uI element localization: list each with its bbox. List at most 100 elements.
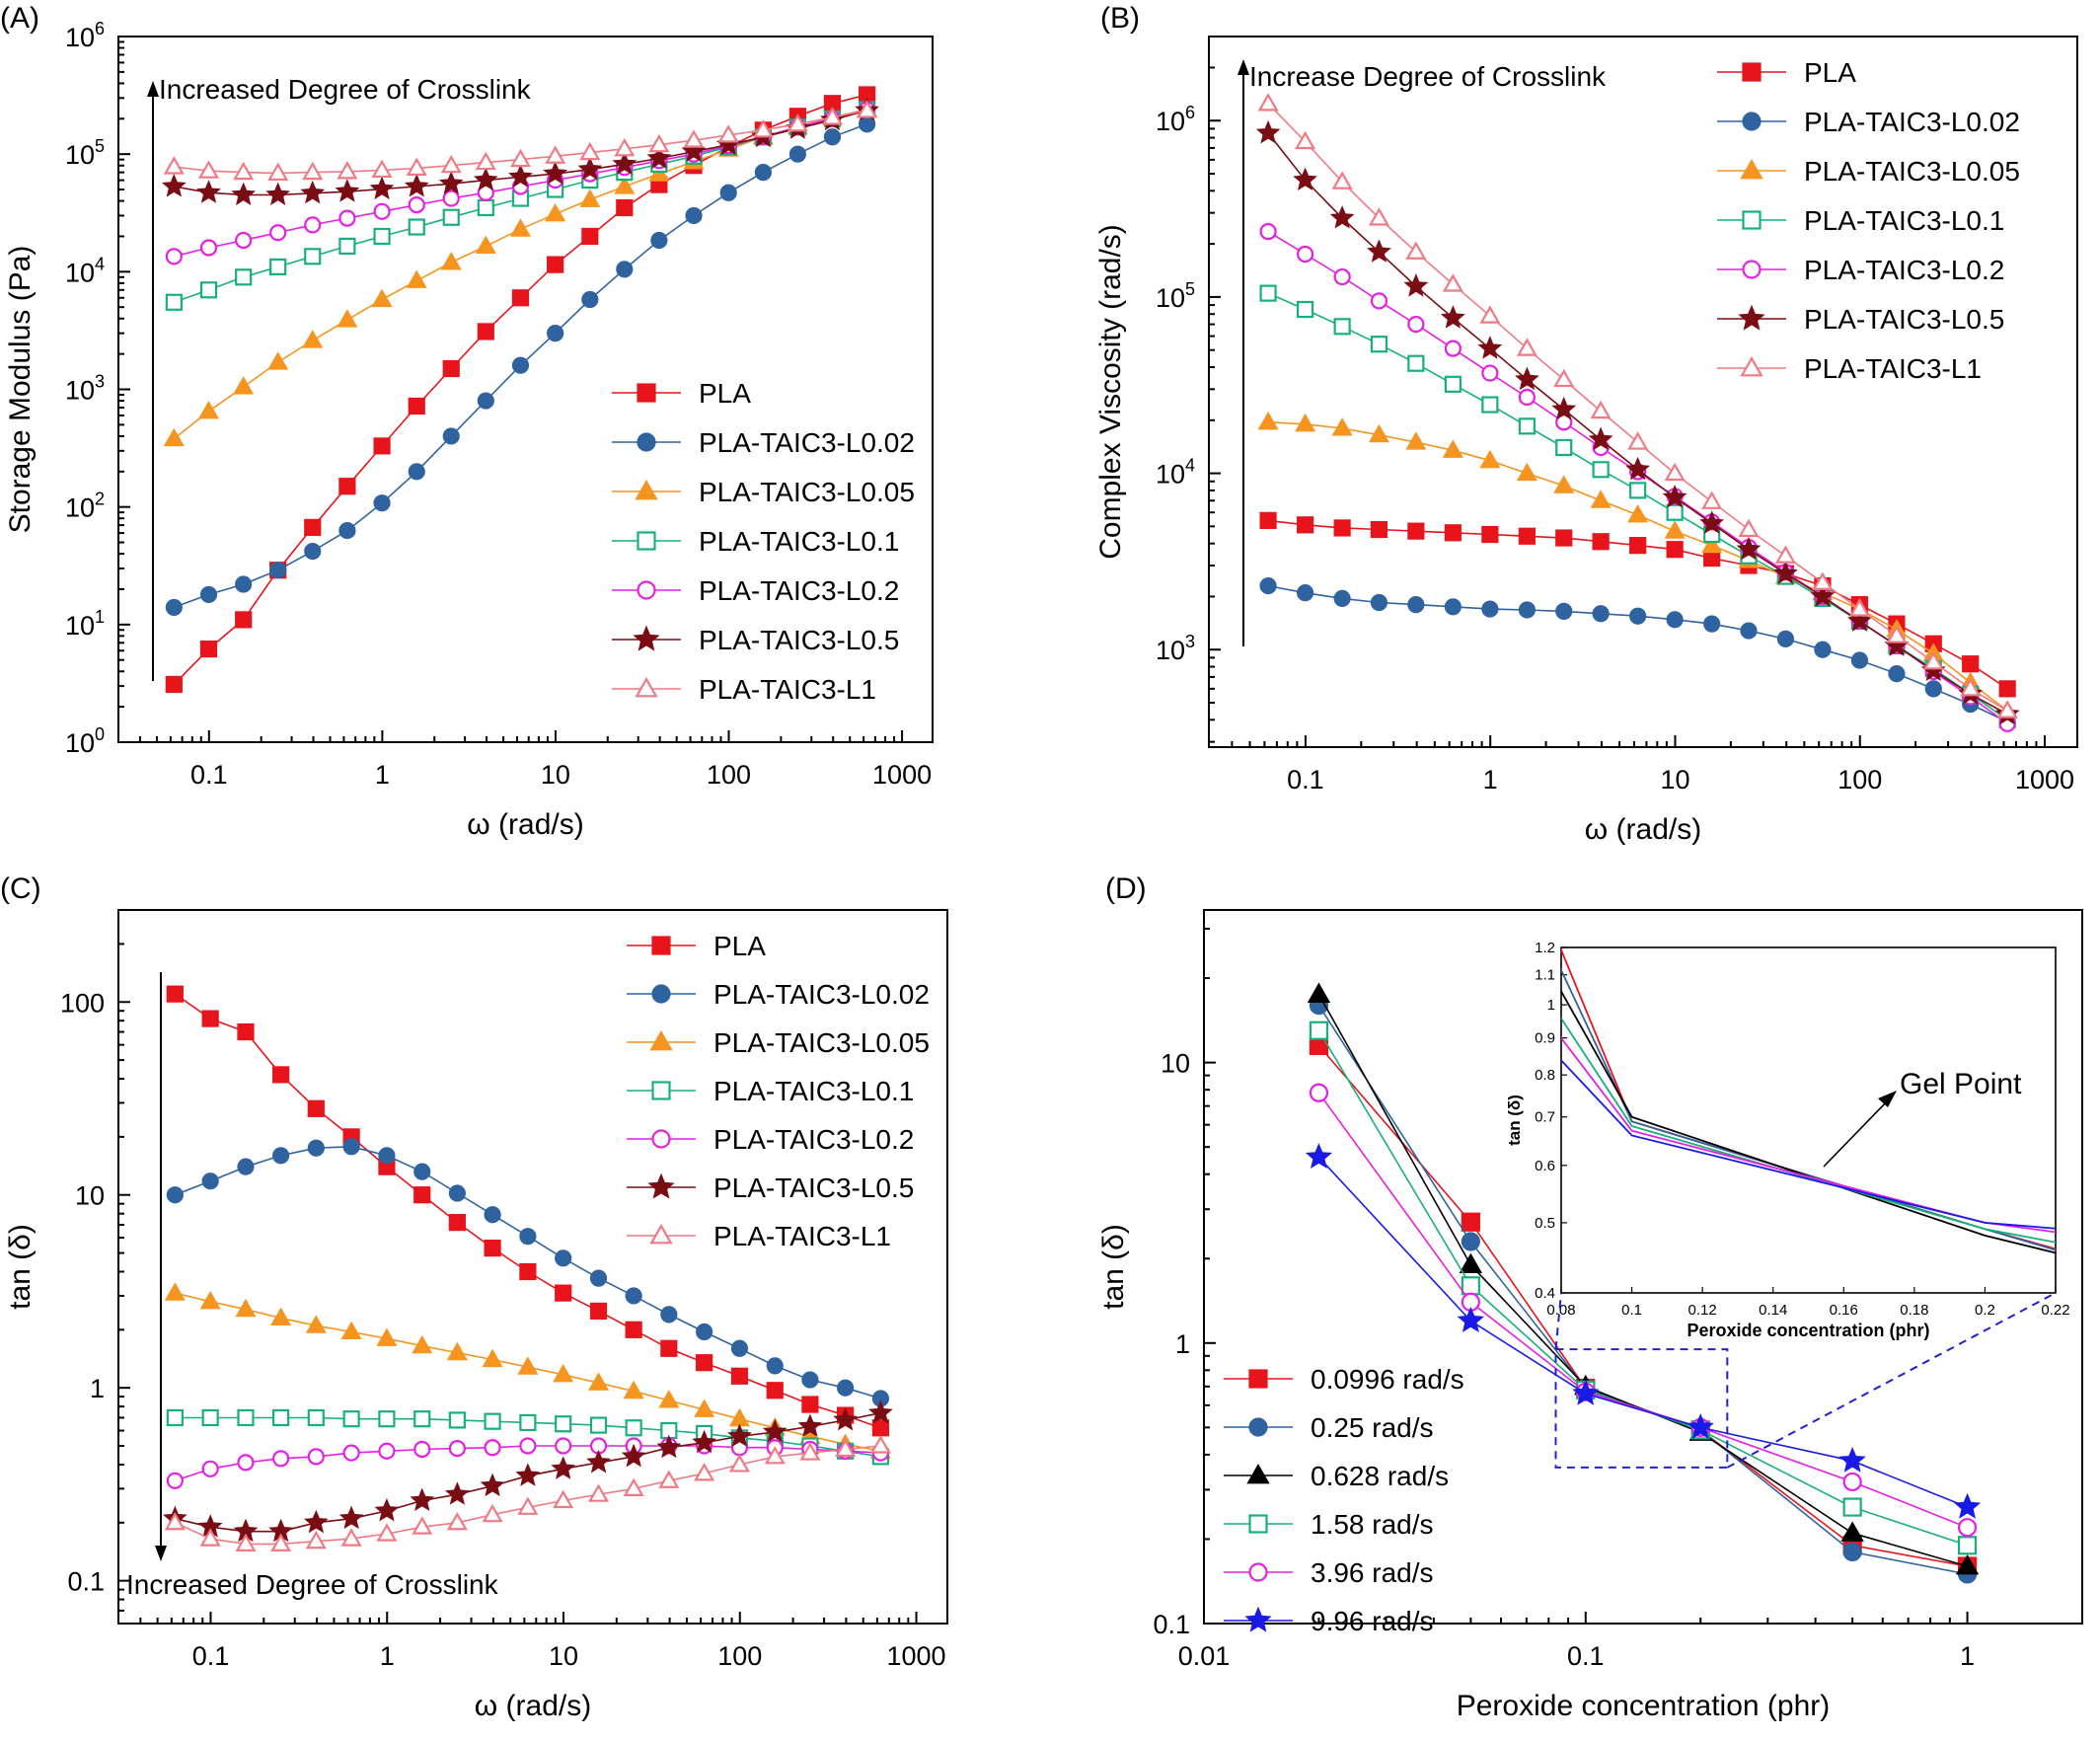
series-L0-2 bbox=[1259, 223, 2016, 732]
series-line bbox=[1317, 1156, 1968, 1508]
data-point bbox=[165, 248, 183, 265]
data-point bbox=[660, 1306, 678, 1323]
data-point bbox=[717, 124, 739, 143]
inset-series-line bbox=[1561, 1036, 2056, 1234]
data-point bbox=[1333, 318, 1351, 336]
data-point bbox=[408, 196, 425, 214]
data-point bbox=[376, 1327, 398, 1346]
data-point bbox=[444, 1481, 470, 1505]
data-point bbox=[340, 1321, 362, 1340]
series-L0-02 bbox=[165, 115, 876, 617]
data-point bbox=[269, 258, 287, 276]
series-L1 bbox=[164, 1435, 891, 1552]
legend-marker bbox=[633, 625, 660, 651]
legend-label: PLA bbox=[1804, 57, 1856, 88]
inset-series-line bbox=[1561, 967, 2056, 1251]
data-point bbox=[656, 1434, 682, 1459]
data-point bbox=[371, 288, 393, 308]
data-point bbox=[555, 1415, 572, 1433]
y-tick-label: 100 bbox=[60, 988, 105, 1018]
data-point bbox=[519, 1413, 537, 1432]
legend-marker bbox=[635, 480, 658, 500]
x-tick-label: 10 bbox=[1660, 765, 1689, 794]
legend: PLA PLA-TAIC3-L0.02 PLA-TAIC3-L0.05 PLA-TAI… bbox=[612, 378, 915, 705]
data-point bbox=[1296, 584, 1314, 602]
data-point bbox=[475, 235, 496, 254]
legend: 0.0996 rad/s 0.25 rad/s 0.628 rad/s 1.58 ra… bbox=[1224, 1364, 1464, 1636]
data-point bbox=[166, 1408, 184, 1427]
data-point bbox=[1666, 503, 1684, 521]
data-point bbox=[1309, 1083, 1329, 1102]
x-tick-label: 0.1 bbox=[1287, 765, 1324, 794]
data-point bbox=[511, 356, 530, 374]
data-point bbox=[342, 1410, 360, 1428]
data-point bbox=[302, 161, 324, 181]
panel-c: (C) 0.1 1 10 100 1000 0.1 1 10 100 ω (rad/s) tan (δ… bbox=[0, 872, 948, 1722]
data-point bbox=[235, 1298, 257, 1318]
data-point bbox=[1331, 417, 1353, 436]
data-point bbox=[269, 224, 287, 242]
data-point bbox=[515, 1463, 541, 1486]
y-tick-label: 0.1 bbox=[67, 1567, 105, 1597]
data-point bbox=[272, 1147, 290, 1165]
y-axis-title: tan (δ) bbox=[1097, 1224, 1130, 1310]
y-tick-label: 10 bbox=[1161, 1049, 1190, 1079]
data-point bbox=[1296, 516, 1314, 534]
data-point bbox=[1736, 536, 1762, 561]
data-point bbox=[1687, 1413, 1714, 1439]
legend-label: PLA-TAIC3-L0.2 bbox=[699, 575, 899, 606]
x-axis-title: Peroxide concentration (phr) bbox=[1457, 1690, 1831, 1722]
data-point bbox=[1666, 611, 1684, 629]
data-point bbox=[1838, 1446, 1866, 1473]
legend-marker bbox=[1248, 1514, 1268, 1534]
data-point bbox=[1664, 462, 1686, 482]
data-point bbox=[1850, 651, 1869, 669]
data-point bbox=[371, 159, 393, 179]
x-axis-title: ω (rad/s) bbox=[467, 808, 583, 841]
data-point bbox=[1998, 680, 2016, 698]
legend-label: PLA-TAIC3-L0.05 bbox=[699, 477, 915, 507]
data-point bbox=[440, 154, 462, 174]
data-point bbox=[307, 1139, 325, 1157]
data-point bbox=[1444, 375, 1462, 393]
data-point bbox=[833, 1406, 858, 1431]
data-point bbox=[1957, 1518, 1978, 1538]
data-point bbox=[762, 1418, 788, 1443]
legend-marker bbox=[1244, 1606, 1272, 1632]
data-point bbox=[165, 675, 183, 694]
data-point bbox=[1518, 601, 1537, 619]
data-point bbox=[511, 289, 530, 307]
data-point bbox=[446, 1511, 468, 1531]
x-tick-label: 10 bbox=[549, 1641, 578, 1671]
data-point bbox=[696, 1323, 713, 1341]
data-point bbox=[869, 1435, 891, 1454]
data-point bbox=[231, 182, 257, 206]
data-point bbox=[442, 208, 460, 226]
legend-label: PLA-TAIC3-L0.2 bbox=[1804, 255, 2004, 285]
data-point bbox=[235, 268, 253, 286]
data-point bbox=[1553, 368, 1575, 388]
data-point bbox=[272, 1408, 290, 1427]
data-point bbox=[587, 1483, 610, 1502]
data-point bbox=[509, 218, 531, 237]
data-point bbox=[235, 231, 253, 250]
inset-plot: 0.08 0.1 0.12 0.14 0.16 0.18 0.2 0.22 0.4 0.5 0.6 0… bbox=[1505, 940, 2070, 1469]
data-point bbox=[1368, 207, 1389, 226]
data-point bbox=[1699, 510, 1725, 534]
plot-frame bbox=[1203, 909, 2083, 1625]
data-point bbox=[475, 151, 496, 171]
series-L1 bbox=[1257, 93, 2018, 718]
data-point bbox=[616, 261, 634, 278]
inset-x-tick-label: 0.16 bbox=[1830, 1302, 1858, 1319]
inset-x-tick-label: 0.18 bbox=[1900, 1302, 1928, 1319]
data-point bbox=[519, 1262, 537, 1281]
data-point bbox=[484, 1412, 501, 1430]
data-point bbox=[1738, 518, 1760, 538]
x-tick-label: 1000 bbox=[886, 1641, 945, 1671]
crosslink-arrowhead bbox=[155, 1546, 167, 1561]
data-point bbox=[545, 145, 566, 164]
data-point bbox=[1840, 1521, 1864, 1542]
data-point bbox=[338, 237, 356, 256]
data-point bbox=[1590, 400, 1612, 419]
data-point bbox=[1440, 305, 1465, 329]
